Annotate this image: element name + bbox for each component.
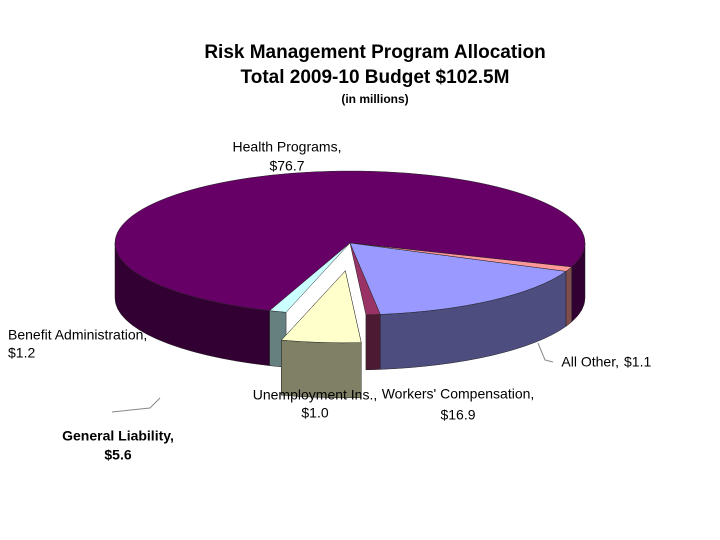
slice-label: Unemployment Ins., <box>253 387 378 403</box>
slice-label: General Liability, <box>62 428 174 444</box>
slice <box>114 170 586 311</box>
slice-side <box>365 314 381 371</box>
value-label: $1.1 <box>624 354 651 370</box>
leader-line <box>537 342 554 363</box>
slice-label: All Other, <box>561 354 619 370</box>
value-label: $5.6 <box>104 447 131 463</box>
slice <box>269 242 351 313</box>
pie <box>114 170 586 399</box>
chart-title: Risk Management Program Allocation <box>204 42 545 63</box>
slice <box>280 270 362 344</box>
value-label: $1.2 <box>8 345 35 361</box>
value-label: $1.0 <box>301 405 328 421</box>
slice-label: Benefit Administration, <box>8 327 147 343</box>
chart-note: (in millions) <box>341 92 408 106</box>
slice-label: Workers' Compensation, <box>382 386 535 402</box>
chart-subtitle: Total 2009-10 Budget $102.5M <box>241 67 510 88</box>
slice <box>349 242 567 315</box>
leader-line <box>111 397 161 413</box>
slice-side <box>565 266 572 327</box>
value-label: $76.7 <box>269 158 304 174</box>
slice-label: Health Programs, <box>233 139 342 155</box>
value-label: $16.9 <box>440 407 475 423</box>
slice <box>349 242 381 316</box>
